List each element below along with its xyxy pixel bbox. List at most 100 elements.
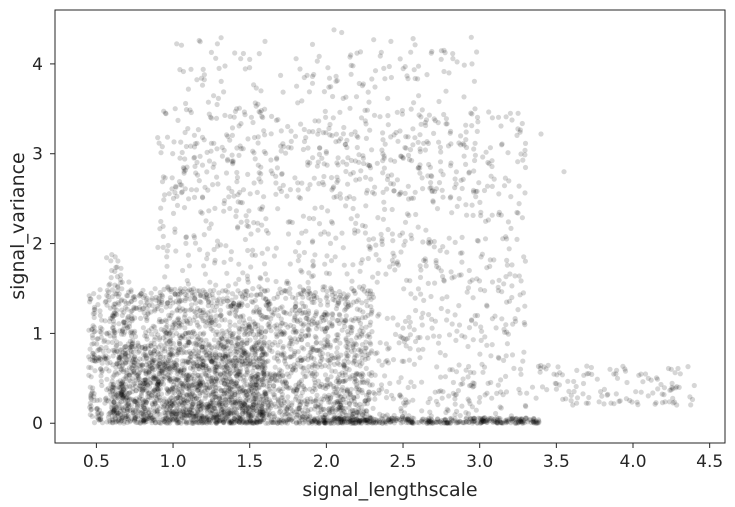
data-point [168, 286, 174, 293]
data-point [345, 299, 351, 306]
data-point [373, 242, 379, 248]
data-point [137, 420, 143, 426]
data-point [512, 316, 518, 322]
data-point [256, 51, 262, 57]
data-point [252, 374, 258, 380]
data-point [321, 414, 328, 421]
data-point [198, 336, 204, 343]
data-point [268, 375, 274, 381]
data-point [250, 309, 256, 315]
data-point [503, 322, 509, 328]
data-point [314, 58, 320, 64]
data-point [137, 356, 143, 362]
data-point [416, 112, 422, 118]
data-point [140, 325, 146, 331]
data-point [481, 187, 488, 194]
data-point [301, 74, 307, 81]
data-point [119, 331, 125, 337]
data-point [283, 150, 289, 156]
data-point [422, 147, 428, 153]
data-point [178, 369, 184, 376]
data-point [285, 280, 291, 286]
data-point [345, 359, 352, 365]
data-point [182, 286, 188, 292]
data-point [364, 303, 370, 309]
data-point [156, 419, 162, 425]
data-point [262, 288, 268, 294]
data-point [469, 277, 475, 283]
data-point [257, 396, 263, 402]
data-point [463, 137, 469, 143]
data-point [166, 191, 172, 197]
data-point [228, 351, 234, 357]
data-point [258, 337, 264, 343]
data-point [251, 134, 258, 141]
data-point [200, 418, 206, 424]
data-point [343, 318, 349, 324]
data-point [198, 209, 204, 215]
data-point [192, 385, 198, 391]
data-point [232, 355, 238, 361]
data-point [363, 397, 369, 403]
data-point [205, 251, 211, 257]
data-point [347, 401, 353, 407]
data-point [333, 194, 340, 200]
data-point [173, 395, 179, 401]
data-point [189, 410, 195, 417]
data-point [433, 257, 439, 264]
data-point [168, 395, 174, 401]
data-point [140, 356, 146, 362]
data-point [304, 368, 311, 374]
data-point [186, 340, 192, 346]
data-point [367, 414, 373, 420]
data-point [276, 377, 283, 383]
data-point [257, 411, 263, 417]
data-point [166, 378, 172, 384]
data-point [197, 331, 203, 337]
data-point [200, 344, 206, 350]
data-point [390, 357, 397, 363]
data-point [294, 328, 300, 335]
data-point [198, 292, 204, 299]
data-point [162, 363, 168, 369]
data-point [364, 291, 370, 297]
data-point [268, 168, 274, 174]
data-point [384, 315, 390, 321]
data-point [301, 126, 307, 133]
data-point [312, 369, 318, 375]
data-point [194, 341, 200, 348]
data-point [144, 336, 150, 342]
data-point [311, 71, 317, 78]
data-point [197, 298, 203, 304]
data-point [227, 399, 233, 406]
data-point [443, 121, 449, 127]
data-point [118, 354, 124, 360]
data-point [279, 401, 285, 408]
data-point [489, 342, 495, 348]
data-point [117, 341, 123, 347]
data-point [114, 348, 120, 355]
data-point [189, 289, 195, 295]
data-point [509, 117, 515, 123]
data-point [289, 219, 295, 226]
data-point [200, 362, 206, 368]
data-point [465, 374, 471, 380]
data-point [200, 355, 206, 361]
data-point [146, 302, 152, 308]
data-point [168, 404, 174, 410]
data-point [335, 377, 341, 383]
data-point [339, 410, 345, 417]
data-point [87, 412, 93, 418]
data-point [303, 135, 309, 141]
data-point [303, 373, 309, 379]
data-point [452, 312, 458, 318]
data-point [238, 314, 244, 320]
data-point [255, 376, 261, 382]
data-point [159, 144, 165, 150]
data-point [168, 337, 174, 343]
data-point [245, 136, 251, 142]
data-point [276, 409, 282, 415]
data-point [335, 299, 341, 305]
data-point [303, 315, 309, 321]
data-point [496, 191, 502, 197]
